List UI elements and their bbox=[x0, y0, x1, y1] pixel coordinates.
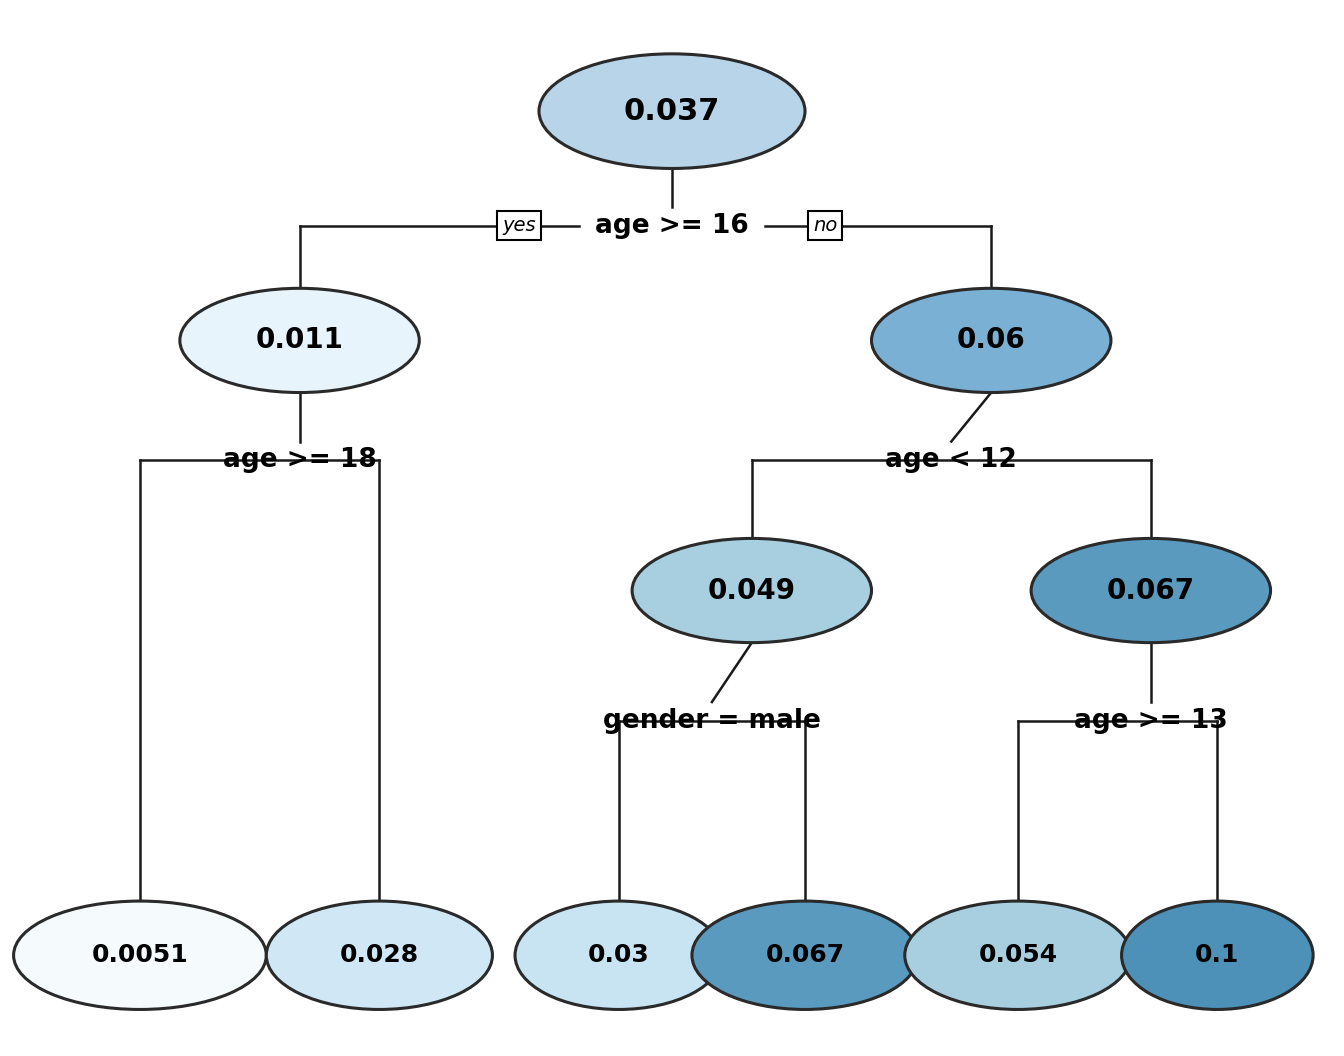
Text: age < 12: age < 12 bbox=[886, 448, 1017, 473]
Text: 0.054: 0.054 bbox=[978, 943, 1058, 967]
Text: age >= 16: age >= 16 bbox=[595, 213, 749, 239]
Ellipse shape bbox=[539, 54, 805, 169]
Ellipse shape bbox=[632, 539, 871, 643]
Text: yes: yes bbox=[503, 216, 536, 235]
Ellipse shape bbox=[871, 288, 1111, 393]
Ellipse shape bbox=[266, 901, 492, 1010]
Text: 0.037: 0.037 bbox=[624, 97, 720, 126]
Ellipse shape bbox=[1031, 539, 1270, 643]
Text: 0.0051: 0.0051 bbox=[91, 943, 188, 967]
Ellipse shape bbox=[515, 901, 723, 1010]
Text: no: no bbox=[813, 216, 837, 235]
Ellipse shape bbox=[692, 901, 918, 1010]
Text: 0.011: 0.011 bbox=[255, 326, 344, 355]
Text: 0.1: 0.1 bbox=[1195, 943, 1239, 967]
Text: age >= 18: age >= 18 bbox=[223, 448, 376, 473]
Ellipse shape bbox=[905, 901, 1130, 1010]
Text: 0.049: 0.049 bbox=[708, 577, 796, 604]
Text: 0.067: 0.067 bbox=[766, 943, 844, 967]
Ellipse shape bbox=[1122, 901, 1313, 1010]
Text: 0.067: 0.067 bbox=[1106, 577, 1195, 604]
Ellipse shape bbox=[180, 288, 419, 393]
Text: 0.03: 0.03 bbox=[587, 943, 649, 967]
Text: gender = male: gender = male bbox=[603, 708, 821, 734]
Ellipse shape bbox=[13, 901, 266, 1010]
Text: 0.06: 0.06 bbox=[957, 326, 1025, 355]
Text: age >= 13: age >= 13 bbox=[1074, 708, 1227, 734]
Text: 0.028: 0.028 bbox=[340, 943, 419, 967]
